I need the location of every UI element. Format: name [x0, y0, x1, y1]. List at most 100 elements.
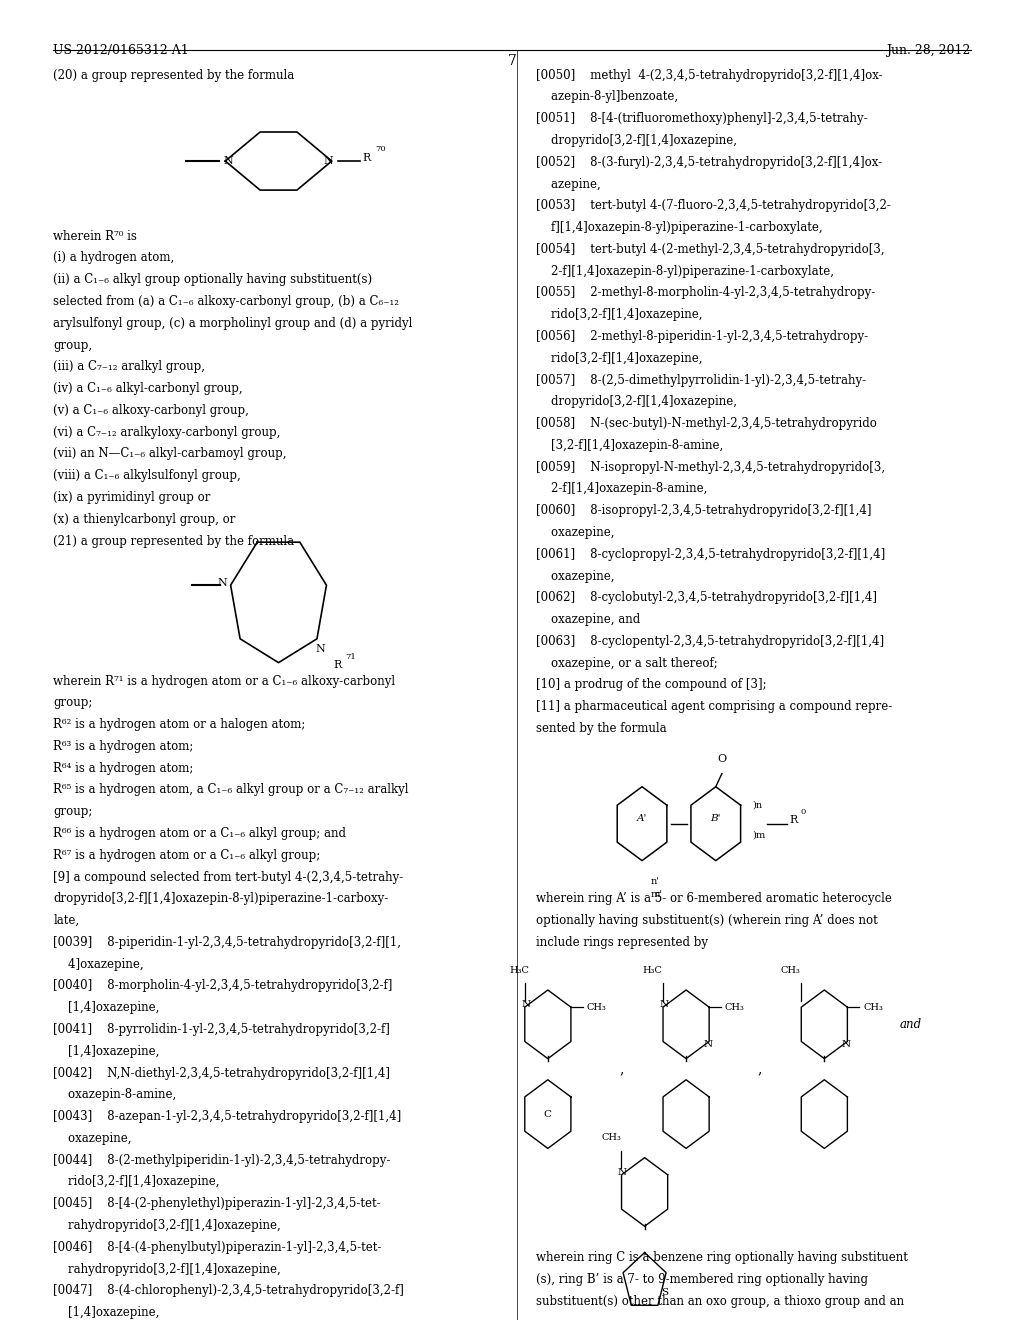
Text: [9] a compound selected from tert-butyl 4-(2,3,4,5-tetrahy-: [9] a compound selected from tert-butyl …: [53, 871, 403, 883]
Text: wherein R⁷⁰ is: wherein R⁷⁰ is: [53, 230, 137, 243]
Text: wherein ring A’ is a 5- or 6-membered aromatic heterocycle: wherein ring A’ is a 5- or 6-membered ar…: [536, 892, 892, 906]
Text: [1,4]oxazepine,: [1,4]oxazepine,: [53, 1045, 160, 1057]
Text: (i) a hydrogen atom,: (i) a hydrogen atom,: [53, 251, 174, 264]
Text: [0039]    8-piperidin-1-yl-2,3,4,5-tetrahydropyrido[3,2-f][1,: [0039] 8-piperidin-1-yl-2,3,4,5-tetrahyd…: [53, 936, 401, 949]
Text: (20) a group represented by the formula: (20) a group represented by the formula: [53, 69, 295, 82]
Text: f][1,4]oxazepin-8-yl)piperazine-1-carboxylate,: f][1,4]oxazepin-8-yl)piperazine-1-carbox…: [536, 220, 822, 234]
Text: [0062]    8-cyclobutyl-2,3,4,5-tetrahydropyrido[3,2-f][1,4]: [0062] 8-cyclobutyl-2,3,4,5-tetrahydropy…: [536, 591, 877, 605]
Text: 7: 7: [508, 54, 516, 69]
Text: (iii) a C₇₋₁₂ aralkyl group,: (iii) a C₇₋₁₂ aralkyl group,: [53, 360, 205, 374]
Text: [0058]    N-(sec-butyl)-N-methyl-2,3,4,5-tetrahydropyrido: [0058] N-(sec-butyl)-N-methyl-2,3,4,5-te…: [536, 417, 877, 430]
Text: ,: ,: [620, 1063, 624, 1076]
Text: optionally having substituent(s) (wherein ring A’ does not: optionally having substituent(s) (wherei…: [536, 913, 878, 927]
Text: [0043]    8-azepan-1-yl-2,3,4,5-tetrahydropyrido[3,2-f][1,4]: [0043] 8-azepan-1-yl-2,3,4,5-tetrahydrop…: [53, 1110, 401, 1123]
Text: O: O: [718, 754, 726, 764]
Text: late,: late,: [53, 915, 80, 927]
Text: [11] a pharmaceutical agent comprising a compound repre-: [11] a pharmaceutical agent comprising a…: [536, 700, 892, 713]
Text: R⁶⁵ is a hydrogen atom, a C₁₋₆ alkyl group or a C₇₋₁₂ aralkyl: R⁶⁵ is a hydrogen atom, a C₁₋₆ alkyl gro…: [53, 784, 409, 796]
Text: (ix) a pyrimidinyl group or: (ix) a pyrimidinyl group or: [53, 491, 211, 504]
Text: dropyrido[3,2-f][1,4]oxazepine,: dropyrido[3,2-f][1,4]oxazepine,: [536, 395, 736, 408]
Text: m': m': [650, 891, 663, 899]
Text: oxazepine,: oxazepine,: [536, 525, 614, 539]
Text: group,: group,: [53, 338, 92, 351]
Text: (21) a group represented by the formula: (21) a group represented by the formula: [53, 535, 294, 548]
Text: rahydropyrido[3,2-f][1,4]oxazepine,: rahydropyrido[3,2-f][1,4]oxazepine,: [53, 1263, 281, 1275]
Text: [1,4]oxazepine,: [1,4]oxazepine,: [53, 1002, 160, 1014]
Text: [0063]    8-cyclopentyl-2,3,4,5-tetrahydropyrido[3,2-f][1,4]: [0063] 8-cyclopentyl-2,3,4,5-tetrahydrop…: [536, 635, 884, 648]
Text: [0042]    N,N-diethyl-2,3,4,5-tetrahydropyrido[3,2-f][1,4]: [0042] N,N-diethyl-2,3,4,5-tetrahydropyr…: [53, 1067, 390, 1080]
Text: (vii) an N—C₁₋₆ alkyl-carbamoyl group,: (vii) an N—C₁₋₆ alkyl-carbamoyl group,: [53, 447, 287, 461]
Text: N: N: [223, 156, 233, 166]
Text: C: C: [544, 1110, 552, 1118]
Text: N: N: [324, 156, 334, 166]
Text: (vi) a C₇₋₁₂ aralkyloxy-carbonyl group,: (vi) a C₇₋₁₂ aralkyloxy-carbonyl group,: [53, 425, 281, 438]
Text: ,: ,: [758, 1063, 762, 1076]
Text: rahydropyrido[3,2-f][1,4]oxazepine,: rahydropyrido[3,2-f][1,4]oxazepine,: [53, 1220, 281, 1232]
Text: N: N: [842, 1040, 851, 1048]
Text: group;: group;: [53, 697, 92, 709]
Text: oxazepine, and: oxazepine, and: [536, 612, 640, 626]
Text: substituent(s) other than an oxo group, a thioxo group and an: substituent(s) other than an oxo group, …: [536, 1295, 903, 1308]
Text: [0052]    8-(3-furyl)-2,3,4,5-tetrahydropyrido[3,2-f][1,4]ox-: [0052] 8-(3-furyl)-2,3,4,5-tetrahydropyr…: [536, 156, 882, 169]
Text: azepin-8-yl]benzoate,: azepin-8-yl]benzoate,: [536, 90, 678, 103]
Text: n': n': [650, 878, 659, 886]
Text: N: N: [703, 1040, 713, 1048]
Text: A': A': [637, 814, 647, 822]
Text: [0060]    8-isopropyl-2,3,4,5-tetrahydropyrido[3,2-f][1,4]: [0060] 8-isopropyl-2,3,4,5-tetrahydropyr…: [536, 504, 871, 517]
Text: (s), ring B’ is a 7- to 9-membered ring optionally having: (s), ring B’ is a 7- to 9-membered ring …: [536, 1272, 867, 1286]
Text: N: N: [315, 644, 325, 655]
Text: R⁶⁷ is a hydrogen atom or a C₁₋₆ alkyl group;: R⁶⁷ is a hydrogen atom or a C₁₋₆ alkyl g…: [53, 849, 321, 862]
Text: oxazepine,: oxazepine,: [53, 1133, 132, 1144]
Text: R⁶³ is a hydrogen atom;: R⁶³ is a hydrogen atom;: [53, 741, 194, 752]
Text: 70: 70: [375, 145, 385, 153]
Text: )m: )m: [753, 830, 766, 840]
Text: CH₃: CH₃: [863, 1003, 883, 1011]
Text: US 2012/0165312 A1: US 2012/0165312 A1: [53, 44, 189, 57]
Text: [0061]    8-cyclopropyl-2,3,4,5-tetrahydropyrido[3,2-f][1,4]: [0061] 8-cyclopropyl-2,3,4,5-tetrahydrop…: [536, 548, 885, 561]
Text: R⁶² is a hydrogen atom or a halogen atom;: R⁶² is a hydrogen atom or a halogen atom…: [53, 718, 305, 731]
Text: oxazepine,: oxazepine,: [536, 569, 614, 582]
Text: B': B': [711, 814, 721, 822]
Text: )n: )n: [753, 801, 763, 809]
Text: wherein R⁷¹ is a hydrogen atom or a C₁₋₆ alkoxy-carbonyl: wherein R⁷¹ is a hydrogen atom or a C₁₋₆…: [53, 675, 395, 688]
Text: sented by the formula: sented by the formula: [536, 722, 667, 735]
Text: selected from (a) a C₁₋₆ alkoxy-carbonyl group, (b) a C₆₋₁₂: selected from (a) a C₁₋₆ alkoxy-carbonyl…: [53, 296, 399, 308]
Text: R⁶⁶ is a hydrogen atom or a C₁₋₆ alkyl group; and: R⁶⁶ is a hydrogen atom or a C₁₋₆ alkyl g…: [53, 826, 346, 840]
Text: (v) a C₁₋₆ alkoxy-carbonyl group,: (v) a C₁₋₆ alkoxy-carbonyl group,: [53, 404, 249, 417]
Text: R⁶⁴ is a hydrogen atom;: R⁶⁴ is a hydrogen atom;: [53, 762, 194, 775]
Text: 2-f][1,4]oxazepin-8-amine,: 2-f][1,4]oxazepin-8-amine,: [536, 482, 707, 495]
Text: azepine,: azepine,: [536, 177, 600, 190]
Text: CH₃: CH₃: [781, 966, 801, 974]
Text: rido[3,2-f][1,4]oxazepine,: rido[3,2-f][1,4]oxazepine,: [536, 351, 702, 364]
Text: N: N: [659, 1001, 669, 1008]
Text: arylsulfonyl group, (c) a morpholinyl group and (d) a pyridyl: arylsulfonyl group, (c) a morpholinyl gr…: [53, 317, 413, 330]
Text: [0053]    tert-butyl 4-(7-fluoro-2,3,4,5-tetrahydropyrido[3,2-: [0053] tert-butyl 4-(7-fluoro-2,3,4,5-te…: [536, 199, 891, 213]
Text: rido[3,2-f][1,4]oxazepine,: rido[3,2-f][1,4]oxazepine,: [53, 1176, 220, 1188]
Text: H₃C: H₃C: [510, 966, 529, 974]
Text: include rings represented by: include rings represented by: [536, 936, 708, 949]
Text: N: N: [617, 1168, 627, 1176]
Text: N: N: [217, 578, 227, 587]
Text: (x) a thienylcarbonyl group, or: (x) a thienylcarbonyl group, or: [53, 512, 236, 525]
Text: dropyrido[3,2-f][1,4]oxazepine,: dropyrido[3,2-f][1,4]oxazepine,: [536, 133, 736, 147]
Text: H₃C: H₃C: [643, 966, 663, 974]
Text: [0054]    tert-butyl 4-(2-methyl-2,3,4,5-tetrahydropyrido[3,: [0054] tert-butyl 4-(2-methyl-2,3,4,5-te…: [536, 243, 884, 256]
Text: [3,2-f][1,4]oxazepin-8-amine,: [3,2-f][1,4]oxazepin-8-amine,: [536, 438, 723, 451]
Text: R: R: [334, 660, 342, 671]
Text: [0041]    8-pyrrolidin-1-yl-2,3,4,5-tetrahydropyrido[3,2-f]: [0041] 8-pyrrolidin-1-yl-2,3,4,5-tetrahy…: [53, 1023, 390, 1036]
Text: [0047]    8-(4-chlorophenyl)-2,3,4,5-tetrahydropyrido[3,2-f]: [0047] 8-(4-chlorophenyl)-2,3,4,5-tetrah…: [53, 1284, 404, 1298]
Text: [0057]    8-(2,5-dimethylpyrrolidin-1-yl)-2,3,4,5-tetrahy-: [0057] 8-(2,5-dimethylpyrrolidin-1-yl)-2…: [536, 374, 865, 387]
Text: [0051]    8-[4-(trifluoromethoxy)phenyl]-2,3,4,5-tetrahy-: [0051] 8-[4-(trifluoromethoxy)phenyl]-2,…: [536, 112, 867, 125]
Text: and: and: [900, 1018, 923, 1031]
Text: S: S: [662, 1287, 668, 1296]
Text: [0046]    8-[4-(4-phenylbutyl)piperazin-1-yl]-2,3,4,5-tet-: [0046] 8-[4-(4-phenylbutyl)piperazin-1-y…: [53, 1241, 382, 1254]
Text: N: N: [521, 1001, 530, 1008]
Text: (iv) a C₁₋₆ alkyl-carbonyl group,: (iv) a C₁₋₆ alkyl-carbonyl group,: [53, 381, 243, 395]
Text: [0055]    2-methyl-8-morpholin-4-yl-2,3,4,5-tetrahydropy-: [0055] 2-methyl-8-morpholin-4-yl-2,3,4,5…: [536, 286, 874, 300]
Text: (ii) a C₁₋₆ alkyl group optionally having substituent(s): (ii) a C₁₋₆ alkyl group optionally havin…: [53, 273, 373, 286]
Text: [0056]    2-methyl-8-piperidin-1-yl-2,3,4,5-tetrahydropy-: [0056] 2-methyl-8-piperidin-1-yl-2,3,4,5…: [536, 330, 867, 343]
Text: [0044]    8-(2-methylpiperidin-1-yl)-2,3,4,5-tetrahydropy-: [0044] 8-(2-methylpiperidin-1-yl)-2,3,4,…: [53, 1154, 390, 1167]
Text: CH₃: CH₃: [725, 1003, 744, 1011]
Text: 71: 71: [346, 653, 356, 661]
Text: rido[3,2-f][1,4]oxazepine,: rido[3,2-f][1,4]oxazepine,: [536, 308, 702, 321]
